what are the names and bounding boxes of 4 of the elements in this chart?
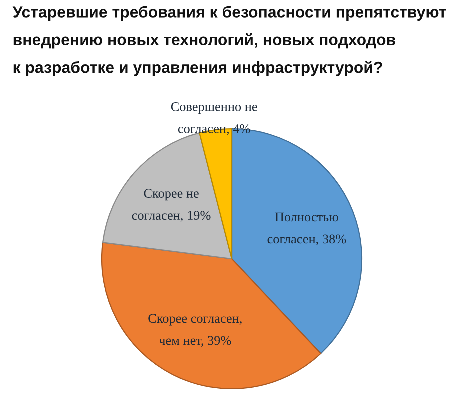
slice-label: Скорее не согласен, 19%	[132, 189, 211, 222]
slice-label: Скорее согласен, чем нет, 39%	[148, 314, 242, 348]
chart-title: Устаревшие требования к безопасности препятствуют внедрению новых технологий, новых подходов к разработке и управления инфраструктурой?	[12, 6, 446, 76]
slice-label: Полностью согласен, 38%	[268, 212, 346, 246]
